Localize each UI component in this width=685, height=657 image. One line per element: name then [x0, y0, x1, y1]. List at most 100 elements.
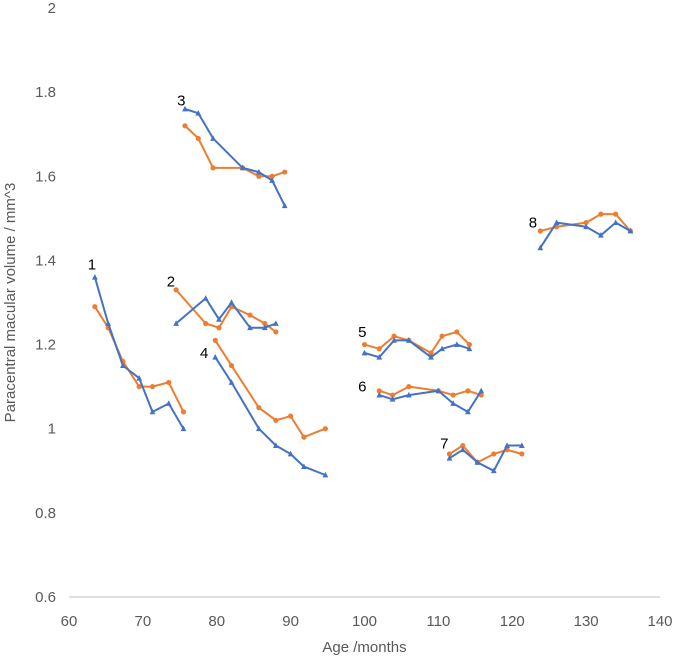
- orange-data-point: [136, 384, 142, 390]
- orange-data-point: [450, 392, 456, 398]
- group-label: 4: [200, 345, 208, 362]
- blue-data-point: [301, 463, 307, 469]
- blue-data-point: [210, 135, 216, 141]
- orange-data-point: [454, 329, 460, 335]
- blue-data-point: [261, 324, 268, 331]
- blue-data-point: [269, 177, 276, 183]
- orange-data-point: [446, 451, 453, 457]
- blue-data-point: [583, 223, 590, 230]
- group-label: 2: [167, 273, 175, 290]
- series-group-6: 6: [358, 379, 485, 415]
- y-tick-label: 1.2: [35, 337, 56, 354]
- orange-data-point: [216, 325, 222, 331]
- orange-series-line-4: [214, 339, 326, 439]
- blue-data-point: [287, 450, 294, 457]
- series-group-1: 1: [88, 257, 187, 432]
- blue-data-point: [504, 442, 510, 448]
- blue-data-point: [453, 341, 460, 347]
- orange-data-point: [256, 405, 262, 411]
- orange-data-point: [598, 211, 604, 217]
- orange-data-point: [613, 211, 619, 217]
- group-label: 6: [358, 379, 366, 396]
- blue-data-point: [490, 467, 497, 474]
- orange-data-point: [273, 329, 279, 335]
- blue-data-point: [391, 337, 397, 343]
- series-group-4: 4: [200, 337, 329, 478]
- blue-data-point: [376, 353, 383, 360]
- x-tick-label: 80: [208, 613, 225, 630]
- blue-data-point: [216, 316, 222, 322]
- y-tick-label: 1.4: [35, 252, 56, 269]
- y-axis-title: Paracentral macular volume / mm^3: [2, 183, 19, 423]
- orange-data-point: [288, 413, 294, 419]
- orange-data-point: [361, 341, 368, 348]
- orange-data-point: [273, 417, 279, 423]
- blue-data-point: [405, 391, 412, 398]
- orange-data-point: [247, 312, 253, 318]
- orange-data-point: [180, 409, 187, 415]
- series-group-7: 7: [440, 435, 525, 474]
- x-tick-label: 70: [135, 613, 152, 630]
- blue-data-point: [612, 219, 619, 225]
- orange-data-point: [322, 426, 328, 432]
- blue-data-point: [446, 454, 453, 461]
- orange-data-point: [376, 388, 382, 394]
- blue-data-point: [149, 408, 156, 415]
- orange-data-point: [465, 388, 471, 394]
- blue-data-point: [459, 446, 466, 453]
- orange-data-point: [439, 333, 445, 339]
- orange-data-point: [460, 442, 466, 449]
- blue-series-line-5: [364, 339, 470, 359]
- x-tick-label: 100: [352, 613, 377, 630]
- y-tick-label: 1.6: [35, 168, 56, 185]
- group-label: 8: [529, 215, 537, 232]
- x-tick-label: 130: [574, 613, 599, 630]
- group-label: 5: [358, 324, 366, 341]
- x-tick-label: 120: [500, 613, 525, 630]
- orange-data-point: [212, 337, 218, 343]
- orange-data-point: [166, 379, 172, 386]
- group-label: 3: [177, 93, 185, 110]
- blue-data-point: [255, 168, 262, 175]
- orange-series-line-3: [184, 125, 286, 178]
- blue-data-point: [136, 375, 143, 381]
- x-tick-label: 60: [61, 613, 78, 630]
- orange-data-point: [203, 320, 209, 327]
- y-tick-label: 0.8: [35, 505, 56, 522]
- y-tick-labels: 0.6 0.8 1 1.2 1.4 1.6 1.8 2: [35, 0, 56, 606]
- orange-data-point: [519, 451, 525, 457]
- x-tick-labels: 60 70 80 90 100 110 120 130 140: [61, 613, 673, 630]
- orange-data-point: [92, 304, 98, 310]
- blue-data-point: [389, 396, 396, 402]
- series-group-2: 2: [167, 273, 279, 335]
- x-tick-label: 90: [282, 613, 299, 630]
- orange-data-point: [376, 346, 382, 352]
- blue-data-point: [428, 353, 434, 360]
- blue-data-point: [627, 227, 634, 234]
- blue-data-point: [361, 349, 368, 356]
- x-tick-label: 110: [426, 613, 450, 630]
- blue-data-point: [202, 295, 209, 301]
- orange-data-point: [195, 135, 201, 142]
- orange-data-point: [583, 219, 589, 226]
- blue-data-point: [474, 459, 481, 465]
- orange-data-point: [301, 434, 307, 440]
- blue-data-point: [228, 299, 235, 305]
- blue-data-point: [281, 202, 288, 209]
- blue-series-line-3: [184, 108, 286, 207]
- blue-data-point: [228, 379, 235, 385]
- blue-data-point: [120, 362, 126, 369]
- blue-data-point: [255, 425, 262, 432]
- blue-data-point: [182, 105, 188, 112]
- blue-data-point: [239, 164, 246, 171]
- series-group-5: 5: [358, 324, 473, 360]
- orange-data-point: [537, 228, 543, 234]
- blue-data-point: [165, 400, 172, 406]
- blue-data-point: [435, 387, 442, 394]
- group-label: 1: [88, 257, 96, 274]
- blue-data-point: [376, 391, 383, 398]
- blue-data-point: [272, 320, 279, 326]
- blue-data-point: [322, 471, 329, 478]
- orange-data-point: [149, 384, 156, 390]
